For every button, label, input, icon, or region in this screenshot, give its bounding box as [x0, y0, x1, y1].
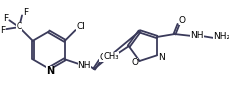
Text: C: C	[16, 22, 22, 31]
Text: CH₃: CH₃	[103, 52, 118, 61]
Text: N: N	[46, 66, 54, 76]
Text: NH: NH	[77, 61, 91, 70]
Text: F: F	[23, 8, 28, 17]
Text: O: O	[99, 53, 106, 62]
Text: F: F	[0, 26, 5, 35]
Text: O: O	[131, 58, 138, 67]
Text: O: O	[178, 16, 185, 25]
Text: Cl: Cl	[76, 22, 85, 31]
Text: F: F	[3, 14, 8, 23]
Text: N: N	[158, 53, 165, 62]
Text: NH: NH	[189, 32, 203, 40]
Text: NH₂: NH₂	[212, 32, 229, 41]
